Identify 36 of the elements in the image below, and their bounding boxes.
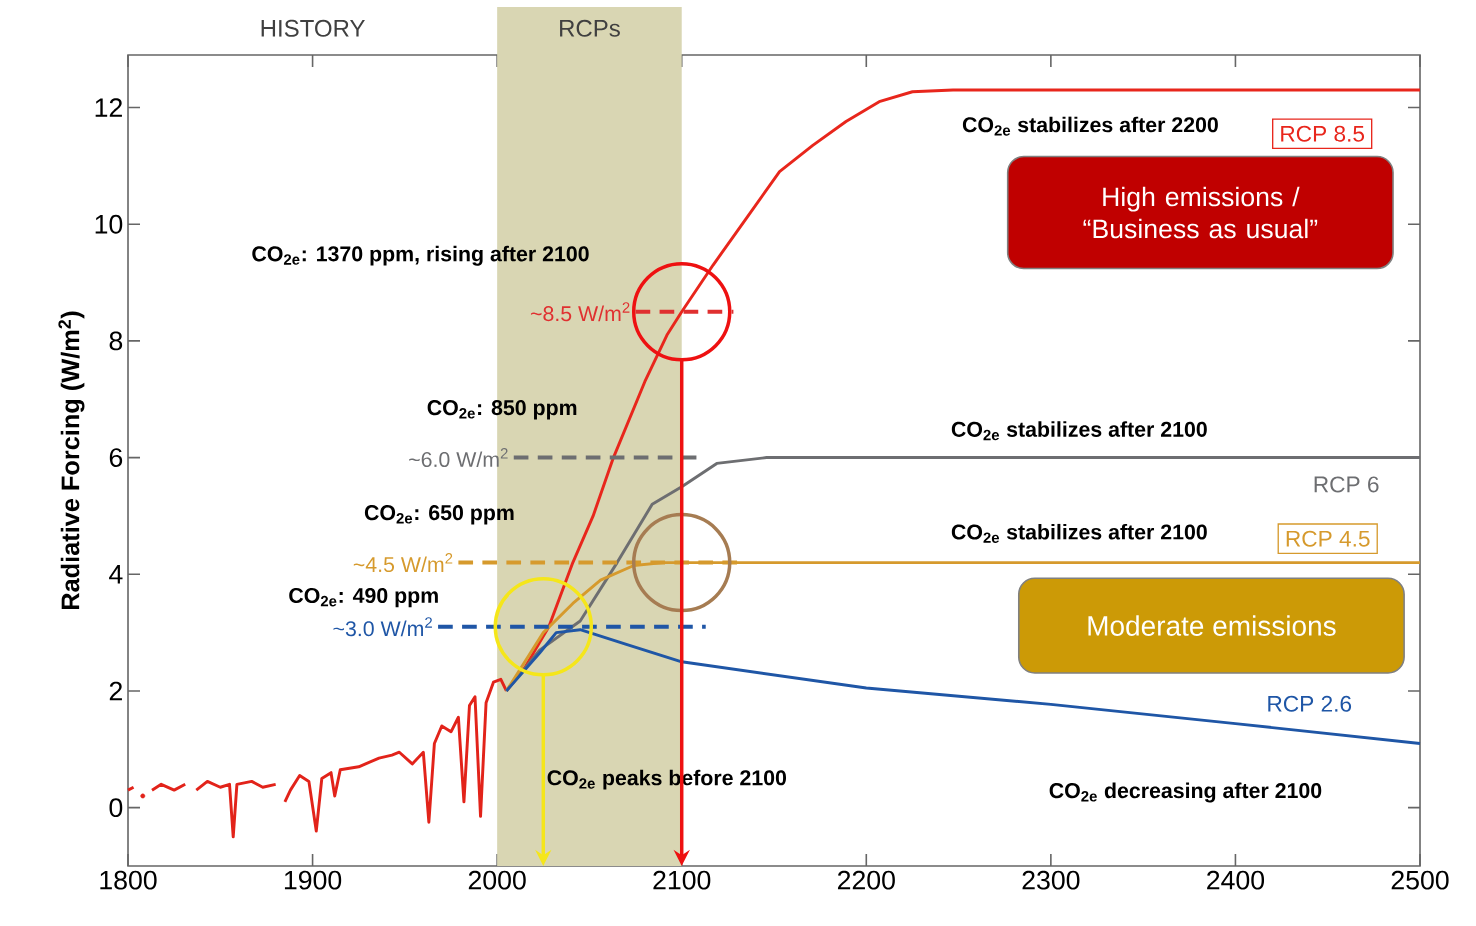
annotation: CO$_{2e}$: 1370 ppm, rising after 2100 [252, 245, 589, 266]
series-label: RCP 2.6 [1268, 695, 1352, 712]
annotation: Moderate emissions [1088, 615, 1336, 636]
y-tick-label: 8 [109, 331, 123, 351]
annotation: CO$_{2e}$ stabilizes after 2200 [962, 116, 1218, 136]
series-label: RCP 6 [1314, 476, 1379, 493]
ref-line-label: ~8.5 W/m$^{2}$ [530, 302, 630, 322]
y-axis-title: Radiative Forcing (W/m$^{2}$) [58, 311, 85, 610]
x-tick-label: 2000 [468, 870, 526, 890]
annotation: CO$_{2e}$ stabilizes after 2100 [951, 523, 1207, 543]
x-tick-label: 2300 [1022, 870, 1080, 890]
series-label: RCP 4.5 [1286, 530, 1370, 547]
annotation: CO$_{2e}$ stabilizes after 2100 [951, 421, 1207, 441]
annotation: CO$_{2e}$: 490 ppm [289, 587, 438, 608]
y-tick-label: 0 [109, 798, 123, 818]
annotation: CO$_{2e}$ decreasing after 2100 [1049, 782, 1322, 803]
ref-line-label: ~3.0 W/m$^{2}$ [333, 617, 432, 637]
series-label: RCP 8.5 [1281, 125, 1365, 142]
x-tick-label: 2500 [1391, 870, 1449, 890]
y-tick-label: 2 [109, 681, 122, 701]
y-tick-label: 12 [95, 98, 122, 117]
annotation: CO$_{2e}$: 850 ppm [427, 400, 577, 420]
band-label: RCPs [560, 19, 620, 37]
x-tick-label: 1800 [100, 870, 157, 890]
x-tick-label: 2400 [1207, 870, 1265, 890]
ref-line-label: ~4.5 W/m$^{2}$ [353, 553, 453, 573]
text: HISTORY [261, 19, 365, 37]
x-tick-label: 2200 [837, 870, 895, 890]
x-tick-label: 2100 [653, 870, 711, 890]
y-tick-label: 10 [95, 214, 123, 234]
y-tick-label: 6 [109, 448, 123, 468]
ref-line-label: ~6.0 W/m$^{2}$ [409, 448, 508, 468]
annotation: CO$_{2e}$: 650 ppm [364, 505, 514, 525]
y-tick-label: 4 [109, 565, 123, 584]
annotation: High emissions / “Business as usual” [1083, 186, 1318, 239]
x-tick-label: 1900 [284, 870, 342, 890]
